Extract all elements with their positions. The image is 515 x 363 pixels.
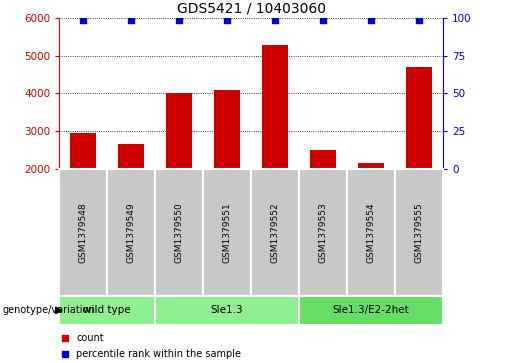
Text: count: count	[77, 333, 104, 343]
Point	[319, 17, 327, 23]
Bar	[310, 150, 336, 169]
Text: GSM1379548: GSM1379548	[79, 202, 88, 263]
Text: GSM1379554: GSM1379554	[367, 202, 375, 263]
Point	[271, 17, 279, 23]
Bar	[155, 169, 203, 296]
Bar	[251, 169, 299, 296]
Text: GSM1379553: GSM1379553	[318, 202, 328, 263]
Point	[61, 335, 69, 340]
Text: GSM1379549: GSM1379549	[127, 202, 135, 263]
Bar	[299, 296, 443, 325]
Text: genotype/variation: genotype/variation	[3, 305, 95, 315]
Bar	[107, 169, 155, 296]
Point	[175, 17, 183, 23]
Bar	[59, 296, 155, 325]
Text: percentile rank within the sample: percentile rank within the sample	[77, 349, 242, 359]
Point	[79, 17, 88, 23]
Bar	[395, 169, 443, 296]
Bar	[214, 90, 241, 169]
Point	[223, 17, 231, 23]
Text: GSM1379550: GSM1379550	[175, 202, 184, 263]
Point	[61, 351, 69, 357]
Text: wild type: wild type	[83, 305, 131, 315]
Bar	[347, 169, 395, 296]
Text: Sle1.3/E2-2het: Sle1.3/E2-2het	[333, 305, 409, 315]
Text: Sle1.3: Sle1.3	[211, 305, 244, 315]
Bar	[203, 169, 251, 296]
Bar	[166, 94, 192, 169]
Point	[367, 17, 375, 23]
Bar	[358, 163, 384, 169]
Bar	[155, 296, 299, 325]
Bar	[59, 169, 107, 296]
Title: GDS5421 / 10403060: GDS5421 / 10403060	[177, 1, 325, 16]
Text: GSM1379552: GSM1379552	[270, 202, 280, 263]
Point	[127, 17, 135, 23]
Text: GSM1379551: GSM1379551	[222, 202, 232, 263]
Point	[415, 17, 423, 23]
Text: GSM1379555: GSM1379555	[415, 202, 423, 263]
Bar	[262, 45, 288, 169]
Bar	[406, 67, 432, 169]
Bar	[118, 144, 144, 169]
Bar	[70, 133, 96, 169]
Bar	[299, 169, 347, 296]
Polygon shape	[56, 307, 62, 314]
